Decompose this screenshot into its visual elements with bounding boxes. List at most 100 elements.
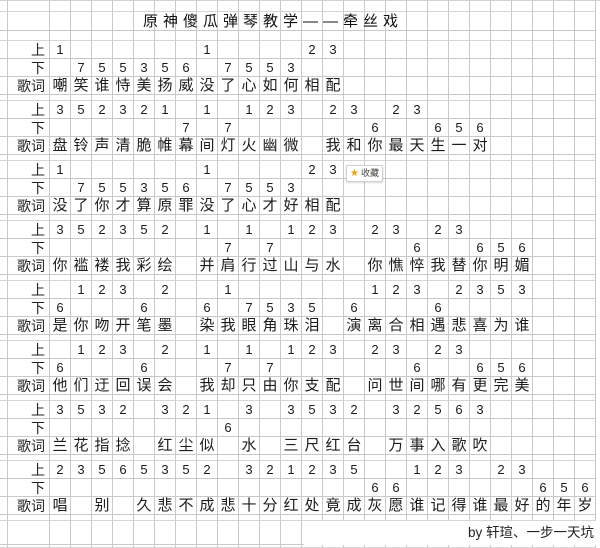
- empty-cell: [50, 59, 71, 77]
- empty-cell: [302, 455, 323, 461]
- empty-cell: [575, 239, 596, 257]
- empty-cell: [113, 95, 134, 101]
- empty-cell: [407, 119, 428, 137]
- empty-cell: [113, 359, 134, 377]
- empty-cell: [554, 401, 575, 419]
- note-cell: 1: [50, 161, 71, 179]
- empty-label-cell: [8, 455, 50, 461]
- empty-cell: [428, 41, 449, 59]
- lyric-cell: 悴: [407, 257, 428, 275]
- empty-cell: [512, 31, 533, 41]
- empty-cell: [92, 275, 113, 281]
- empty-cell: [512, 137, 533, 155]
- lyric-cell: 记: [428, 497, 449, 515]
- lyric-cell: 媚: [512, 257, 533, 275]
- empty-cell: [71, 521, 92, 545]
- empty-cell: [218, 521, 239, 545]
- lyric-cell: 支: [302, 377, 323, 395]
- empty-cell: [365, 299, 386, 317]
- empty-cell: [302, 179, 323, 197]
- empty-cell: [92, 41, 113, 59]
- note-cell: 5: [260, 299, 281, 317]
- note-cell: 3: [470, 401, 491, 419]
- empty-cell: [344, 197, 365, 215]
- empty-cell: [344, 515, 365, 521]
- separator-row: [0, 395, 600, 401]
- empty-cell: [449, 95, 470, 101]
- row-lead-cell: [0, 437, 8, 455]
- lyric-cell: 花: [71, 437, 92, 455]
- empty-cell: [134, 215, 155, 221]
- empty-cell: [92, 161, 113, 179]
- note-cell: 3: [134, 179, 155, 197]
- empty-cell: [176, 155, 197, 161]
- empty-cell: [260, 155, 281, 161]
- note-cell: 6: [407, 359, 428, 377]
- empty-cell: [344, 419, 365, 437]
- empty-cell: [554, 215, 575, 221]
- empty-cell: [239, 119, 260, 137]
- empty-cell: [407, 395, 428, 401]
- empty-cell: [386, 455, 407, 461]
- lyric-cell: 我: [218, 317, 239, 335]
- lyric-cell: 处: [302, 497, 323, 515]
- note-cell: 6: [134, 299, 155, 317]
- lyric-cell: 相: [407, 317, 428, 335]
- empty-cell: [407, 299, 428, 317]
- empty-cell: [470, 215, 491, 221]
- note-cell: 2: [449, 281, 470, 299]
- empty-cell: [449, 197, 470, 215]
- empty-cell: [554, 377, 575, 395]
- empty-cell: [218, 215, 239, 221]
- empty-cell: [365, 12, 386, 31]
- empty-cell: [281, 521, 302, 545]
- empty-cell: [407, 161, 428, 179]
- empty-cell: [554, 1, 575, 12]
- empty-cell: [575, 59, 596, 77]
- empty-cell: [323, 12, 344, 31]
- empty-cell: [281, 335, 302, 341]
- lyric-cell: 我: [428, 257, 449, 275]
- empty-cell: [218, 455, 239, 461]
- note-cell: 5: [134, 221, 155, 239]
- empty-cell: [218, 299, 239, 317]
- lyric-cell: 我: [197, 377, 218, 395]
- row-lead-cell: [0, 299, 8, 317]
- empty-cell: [197, 1, 218, 12]
- empty-cell: [134, 395, 155, 401]
- empty-cell: [491, 275, 512, 281]
- empty-cell: [386, 77, 407, 95]
- row-lead-cell: [0, 419, 8, 437]
- empty-cell: [71, 335, 92, 341]
- empty-cell: [281, 155, 302, 161]
- empty-cell: [260, 401, 281, 419]
- separator-row: [0, 31, 600, 41]
- note-cell: 6: [470, 359, 491, 377]
- empty-cell: [260, 119, 281, 137]
- empty-cell: [470, 197, 491, 215]
- lyric-cell: 恃: [113, 77, 134, 95]
- empty-cell: [554, 359, 575, 377]
- empty-cell: [134, 1, 155, 12]
- empty-label-cell: [8, 395, 50, 401]
- empty-cell: [155, 215, 176, 221]
- separator-row: [0, 1, 600, 12]
- empty-cell: [281, 419, 302, 437]
- empty-cell: [554, 257, 575, 275]
- empty-cell: [302, 155, 323, 161]
- empty-cell: [407, 341, 428, 359]
- favorite-badge[interactable]: ★ 收藏: [346, 165, 383, 182]
- empty-cell: [302, 359, 323, 377]
- empty-cell: [575, 335, 596, 341]
- empty-cell: [449, 455, 470, 461]
- empty-cell: [428, 275, 449, 281]
- row-label: 歌词: [8, 497, 50, 515]
- note-cell: 1: [281, 341, 302, 359]
- note-cell: 2: [491, 461, 512, 479]
- empty-cell: [197, 95, 218, 101]
- lyric-cell: 成: [197, 497, 218, 515]
- lyric-cell: 愿: [386, 497, 407, 515]
- empty-cell: [575, 161, 596, 179]
- empty-cell: [533, 437, 554, 455]
